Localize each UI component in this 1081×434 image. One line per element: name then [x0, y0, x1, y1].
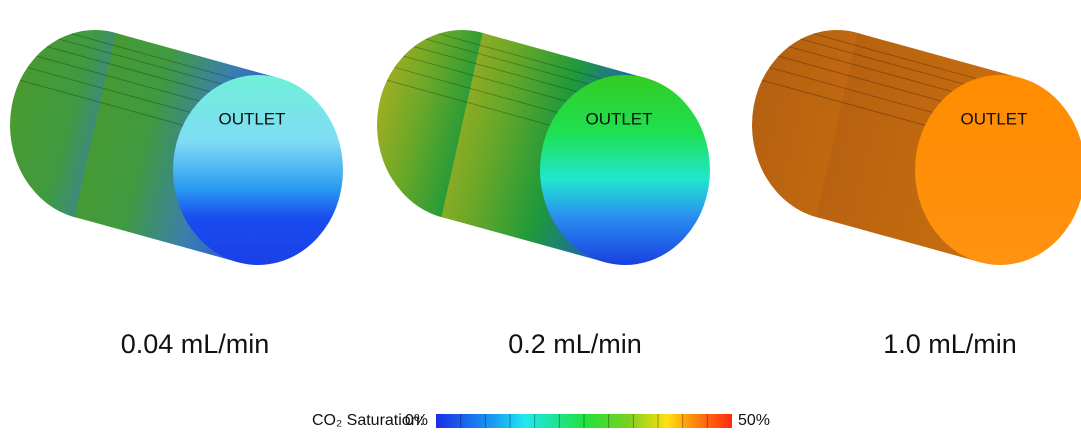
cylinder: OUTLET [10, 30, 343, 265]
colorbar-min: 0% [405, 412, 428, 429]
cylinder: OUTLET [377, 30, 710, 265]
face-label: OUTLET [585, 109, 652, 128]
figure: OUTLET 0.04 mL/min OUTLET 0.2 mL/min OUTLET 1… [0, 0, 1081, 434]
cylinder: OUTLET [752, 30, 1081, 265]
flow-rate-caption: 0.04 mL/min [121, 329, 270, 359]
colorbar: CO₂ Saturation: 0% 50% [312, 412, 770, 429]
flow-rate-caption: 0.2 mL/min [508, 329, 642, 359]
face-label: OUTLET [960, 109, 1027, 128]
outlet-face [173, 75, 343, 265]
outlet-face [915, 75, 1081, 265]
outlet-face [540, 75, 710, 265]
flow-rate-caption: 1.0 mL/min [883, 329, 1017, 359]
face-label: OUTLET [218, 109, 285, 128]
colorbar-max: 50% [738, 412, 770, 429]
cylinders: OUTLET 0.04 mL/min OUTLET 0.2 mL/min OUTLET 1… [10, 30, 1081, 359]
